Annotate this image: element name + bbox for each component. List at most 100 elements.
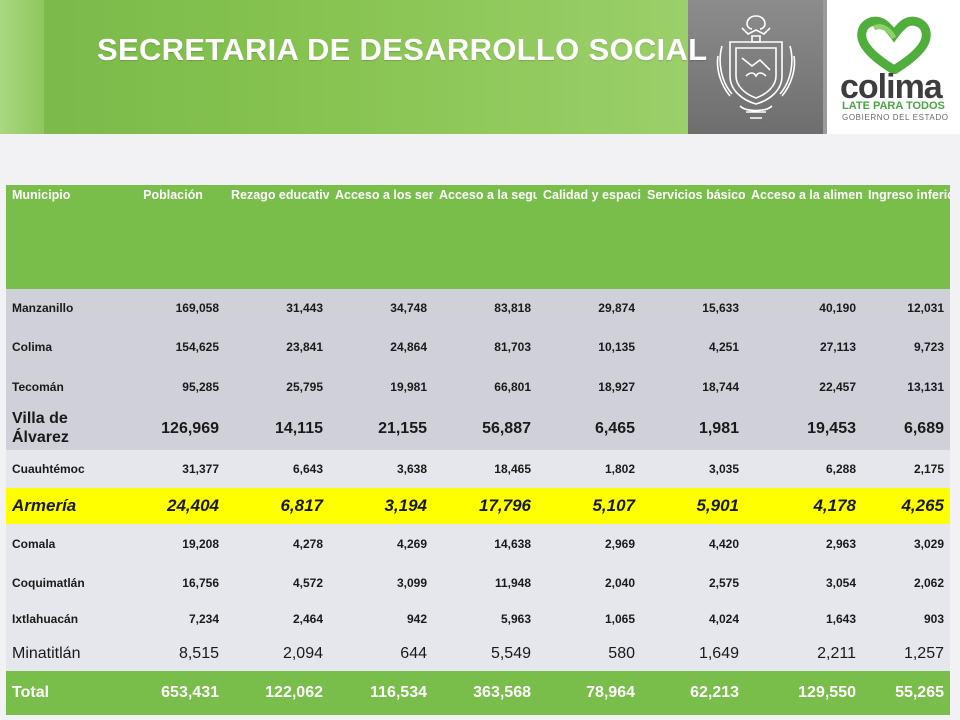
table-row: Cuauhtémoc 31,377 6,643 3,638 18,465 1,8… bbox=[6, 450, 950, 488]
logo-tagline: LATE PARA TODOS bbox=[842, 100, 945, 112]
value-cell: 83,818 bbox=[433, 289, 537, 326]
title-band bbox=[0, 0, 688, 134]
value-cell: 126,969 bbox=[121, 406, 225, 450]
value-cell: 25,795 bbox=[225, 368, 329, 406]
table-row: Colima 154,625 23,841 24,864 81,703 10,1… bbox=[6, 326, 950, 368]
table-row: Comala 19,208 4,278 4,269 14,638 2,969 4… bbox=[6, 524, 950, 564]
value-cell: 22,457 bbox=[745, 368, 862, 406]
value-cell: 3,035 bbox=[641, 450, 745, 488]
value-cell: 15,633 bbox=[641, 289, 745, 326]
value-cell: 2,963 bbox=[745, 524, 862, 564]
column-header: Rezago educativo bbox=[225, 185, 329, 289]
value-cell: 11,948 bbox=[433, 564, 537, 601]
value-cell: 2,040 bbox=[537, 564, 641, 601]
municipio-cell: Coquimatlán bbox=[6, 564, 121, 601]
total-cell: 116,534 bbox=[329, 671, 433, 715]
value-cell: 2,969 bbox=[537, 524, 641, 564]
value-cell: 9,723 bbox=[862, 326, 950, 368]
total-cell: 129,550 bbox=[745, 671, 862, 715]
poverty-indicators-table: Municipio Población Rezago educativo Acc… bbox=[6, 185, 950, 715]
value-cell: 169,058 bbox=[121, 289, 225, 326]
value-cell: 2,175 bbox=[862, 450, 950, 488]
value-cell: 27,113 bbox=[745, 326, 862, 368]
value-cell: 5,901 bbox=[641, 488, 745, 524]
column-header: Acceso a la alimentación bbox=[745, 185, 862, 289]
value-cell: 6,689 bbox=[862, 406, 950, 450]
municipio-cell: Manzanillo bbox=[6, 289, 121, 326]
table-row: Ixtlahuacán 7,234 2,464 942 5,963 1,065 … bbox=[6, 601, 950, 637]
value-cell: 903 bbox=[862, 601, 950, 637]
value-cell: 942 bbox=[329, 601, 433, 637]
slide-header: SECRETARIA DE DESARROLLO SOCIAL colima L… bbox=[0, 0, 960, 134]
value-cell: 6,817 bbox=[225, 488, 329, 524]
table-row: Tecomán 95,285 25,795 19,981 66,801 18,9… bbox=[6, 368, 950, 406]
municipio-cell: Cuauhtémoc bbox=[6, 450, 121, 488]
value-cell: 19,208 bbox=[121, 524, 225, 564]
value-cell: 13,131 bbox=[862, 368, 950, 406]
value-cell: 10,135 bbox=[537, 326, 641, 368]
value-cell: 3,194 bbox=[329, 488, 433, 524]
value-cell: 18,927 bbox=[537, 368, 641, 406]
municipio-cell: Comala bbox=[6, 524, 121, 564]
value-cell: 24,864 bbox=[329, 326, 433, 368]
column-header: Servicios básicos en la vivienda bbox=[641, 185, 745, 289]
value-cell: 14,115 bbox=[225, 406, 329, 450]
value-cell: 5,107 bbox=[537, 488, 641, 524]
total-cell: 122,062 bbox=[225, 671, 329, 715]
value-cell: 18,465 bbox=[433, 450, 537, 488]
value-cell: 4,178 bbox=[745, 488, 862, 524]
value-cell: 1,065 bbox=[537, 601, 641, 637]
value-cell: 95,285 bbox=[121, 368, 225, 406]
heart-logo-icon bbox=[857, 16, 931, 74]
value-cell: 6,288 bbox=[745, 450, 862, 488]
value-cell: 29,874 bbox=[537, 289, 641, 326]
value-cell: 2,211 bbox=[745, 637, 862, 671]
municipio-cell: Ixtlahuacán bbox=[6, 601, 121, 637]
municipio-cell: Minatitlán bbox=[6, 637, 121, 671]
table-total-row: Total 653,431 122,062 116,534 363,568 78… bbox=[6, 671, 950, 715]
column-header: Población bbox=[121, 185, 225, 289]
value-cell: 2,094 bbox=[225, 637, 329, 671]
value-cell: 4,572 bbox=[225, 564, 329, 601]
value-cell: 4,278 bbox=[225, 524, 329, 564]
value-cell: 56,887 bbox=[433, 406, 537, 450]
total-cell: 363,568 bbox=[433, 671, 537, 715]
value-cell: 40,190 bbox=[745, 289, 862, 326]
value-cell: 4,265 bbox=[862, 488, 950, 524]
value-cell: 4,024 bbox=[641, 601, 745, 637]
value-cell: 3,029 bbox=[862, 524, 950, 564]
value-cell: 1,257 bbox=[862, 637, 950, 671]
column-header: Acceso a la seguridad social bbox=[433, 185, 537, 289]
value-cell: 2,575 bbox=[641, 564, 745, 601]
value-cell: 66,801 bbox=[433, 368, 537, 406]
total-cell: 653,431 bbox=[121, 671, 225, 715]
table-row: Villa de Álvarez 126,969 14,115 21,155 5… bbox=[6, 406, 950, 450]
value-cell: 1,649 bbox=[641, 637, 745, 671]
value-cell: 5,549 bbox=[433, 637, 537, 671]
value-cell: 31,443 bbox=[225, 289, 329, 326]
value-cell: 14,638 bbox=[433, 524, 537, 564]
value-cell: 580 bbox=[537, 637, 641, 671]
table-row-highlighted: Armería 24,404 6,817 3,194 17,796 5,107 … bbox=[6, 488, 950, 524]
value-cell: 3,054 bbox=[745, 564, 862, 601]
table-header-row: Municipio Población Rezago educativo Acc… bbox=[6, 185, 950, 289]
value-cell: 1,981 bbox=[641, 406, 745, 450]
value-cell: 23,841 bbox=[225, 326, 329, 368]
value-cell: 19,981 bbox=[329, 368, 433, 406]
value-cell: 8,515 bbox=[121, 637, 225, 671]
municipio-cell: Armería bbox=[6, 488, 121, 524]
value-cell: 21,155 bbox=[329, 406, 433, 450]
value-cell: 154,625 bbox=[121, 326, 225, 368]
value-cell: 81,703 bbox=[433, 326, 537, 368]
value-cell: 2,464 bbox=[225, 601, 329, 637]
table-row: Manzanillo 169,058 31,443 34,748 83,818 … bbox=[6, 289, 950, 326]
table-row: Coquimatlán 16,756 4,572 3,099 11,948 2,… bbox=[6, 564, 950, 601]
page-title: SECRETARIA DE DESARROLLO SOCIAL bbox=[97, 32, 708, 67]
value-cell: 6,465 bbox=[537, 406, 641, 450]
state-crest-icon bbox=[716, 15, 796, 119]
value-cell: 16,756 bbox=[121, 564, 225, 601]
title-band-accent bbox=[0, 0, 44, 134]
value-cell: 3,099 bbox=[329, 564, 433, 601]
column-header: Calidad y espacios de la vivienda bbox=[537, 185, 641, 289]
logo-wordmark: colima bbox=[840, 68, 943, 106]
